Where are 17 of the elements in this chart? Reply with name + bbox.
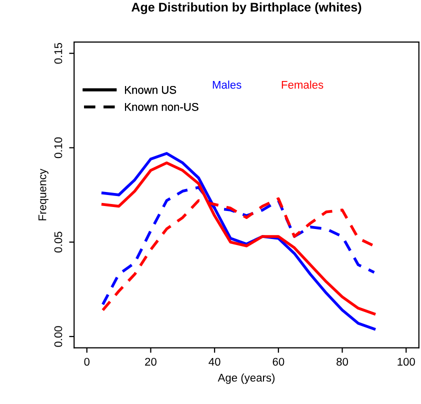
annotation: Females (282, 80, 324, 89)
x-tick-label: 80 (336, 358, 348, 366)
x-tick-label: 60 (272, 358, 284, 366)
x-tick-label: 20 (145, 358, 156, 366)
y-tick-label: 0.00 (54, 326, 62, 347)
annotation: Males (212, 80, 242, 89)
y-tick-label: 0.15 (54, 42, 62, 64)
y-axis-title: Frequency (38, 168, 48, 220)
x-tick-label: 40 (208, 358, 220, 366)
y-tick-label: 0.05 (54, 232, 62, 253)
x-tick-label: 100 (398, 358, 415, 366)
annotation: Known non-US (125, 102, 198, 111)
x-tick-label: 0 (84, 358, 90, 366)
chart-title: Age Distribution by Birthplace (whites) (132, 2, 362, 14)
annotation: Known US (125, 86, 176, 94)
x-axis-title: Age (years) (218, 373, 275, 384)
y-tick-label: 0.10 (54, 137, 62, 158)
